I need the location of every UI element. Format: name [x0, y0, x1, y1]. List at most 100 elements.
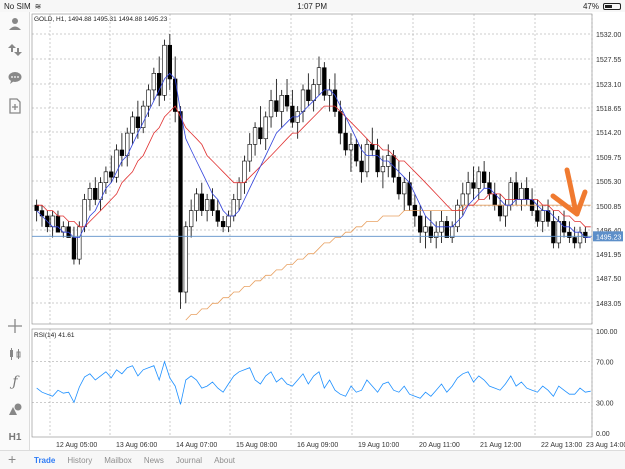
- clock-label: 1:07 PM: [297, 1, 328, 11]
- tab-about[interactable]: About: [214, 455, 235, 465]
- current-price-label: 1495.23: [596, 234, 621, 241]
- candle-bear: [109, 171, 114, 178]
- annotation-arrow-head-left: [550, 193, 580, 217]
- candle-bull: [263, 116, 268, 140]
- trade-arrows-icon[interactable]: [5, 40, 25, 60]
- candle-bear: [167, 44, 173, 80]
- rsi-tick-label: 30.00: [596, 400, 614, 407]
- candle-bull: [364, 144, 370, 173]
- candle-bull: [103, 171, 109, 183]
- candle-bull: [503, 204, 508, 217]
- chart-area[interactable]: 1532.00 1527.55 1523.10 1518.65 1514.20 1509.…: [30, 12, 625, 450]
- crosshair-icon[interactable]: [5, 316, 25, 336]
- candle-bear: [481, 171, 487, 183]
- candle-bull: [242, 160, 247, 183]
- candle-bull: [402, 182, 407, 195]
- time-axis-label: 19 Aug 10:00: [358, 442, 399, 449]
- timeframe-button[interactable]: H1: [5, 427, 25, 447]
- candle-bear: [428, 226, 434, 238]
- candle-bear: [375, 149, 380, 173]
- tab-history[interactable]: History: [67, 455, 93, 465]
- candle-bear: [135, 116, 141, 128]
- candle-bear: [338, 111, 343, 134]
- candle-bull: [252, 127, 258, 145]
- tab-news[interactable]: News: [143, 455, 164, 465]
- candle-bear: [370, 144, 375, 151]
- ma-fast-line: [36, 72, 591, 238]
- candle-bear: [210, 199, 215, 211]
- candle-bull: [316, 67, 322, 85]
- candle-bear: [215, 210, 220, 222]
- candle-bull: [77, 226, 82, 260]
- candle-bull: [455, 204, 460, 228]
- time-axis-label: 14 Aug 07:00: [176, 442, 217, 449]
- indicators-icon[interactable]: ƒ: [12, 374, 18, 390]
- chart-header: GOLD, H1, 1494.88 1495.31 1494.88 1495.2…: [34, 16, 168, 23]
- candle-bull: [236, 182, 242, 200]
- candle-bear: [535, 210, 540, 222]
- candle-bull: [268, 100, 274, 118]
- candle-bear: [497, 204, 503, 217]
- rsi-tick-label: 100.00: [596, 329, 618, 336]
- candle-bear: [199, 193, 204, 211]
- battery-percent: 47%: [582, 1, 599, 11]
- chart-type-icon[interactable]: [5, 344, 25, 364]
- candle-bear: [332, 89, 338, 112]
- candle-bull: [188, 210, 194, 228]
- chat-icon[interactable]: [5, 68, 25, 88]
- candle-bear: [34, 204, 39, 211]
- rsi-header: RSI(14) 41.61: [34, 332, 75, 339]
- candle-bull: [460, 193, 465, 206]
- candle-bull: [434, 231, 439, 238]
- objects-icon[interactable]: [5, 399, 25, 419]
- candle-bull: [130, 116, 135, 134]
- candle-bear: [220, 221, 226, 228]
- candle-bear: [71, 237, 77, 260]
- status-left: No SIM ≋: [4, 2, 41, 11]
- candle-bull: [508, 182, 513, 206]
- candle-bull: [162, 44, 167, 96]
- candle-bull: [114, 149, 119, 178]
- account-icon[interactable]: [5, 14, 25, 34]
- candle-bull: [146, 89, 151, 107]
- candle-bull: [204, 199, 210, 211]
- tab-trade[interactable]: Trade: [34, 455, 56, 465]
- candle-bull: [247, 144, 252, 162]
- price-tick-label: 1523.10: [596, 82, 621, 89]
- candle-bear: [93, 188, 98, 200]
- candle-bull: [476, 171, 481, 189]
- tab-journal[interactable]: Journal: [175, 455, 203, 465]
- time-axis-label: 16 Aug 09:00: [297, 442, 338, 449]
- candle-bull: [465, 182, 471, 195]
- annotation-arrow-shaft: [564, 167, 578, 211]
- chart-svg[interactable]: 1532.00 1527.55 1523.10 1518.65 1514.20 1509.…: [30, 12, 625, 450]
- price-tick-label: 1483.05: [596, 301, 621, 308]
- carrier-label: No SIM: [4, 1, 31, 11]
- candle-bear: [274, 100, 279, 112]
- wifi-icon: ≋: [34, 1, 42, 11]
- time-axis-label: 22 Aug 13:00: [541, 442, 582, 449]
- candle-bear: [471, 182, 476, 189]
- rsi-line: [36, 360, 591, 405]
- price-tick-label: 1518.65: [596, 106, 621, 113]
- battery-fill: [605, 4, 612, 8]
- plus-icon[interactable]: +: [8, 451, 17, 467]
- candle-bear: [290, 105, 295, 123]
- time-axis-label: 20 Aug 11:00: [419, 442, 460, 449]
- price-tick-label: 1491.95: [596, 252, 621, 259]
- tab-mailbox[interactable]: Mailbox: [104, 455, 132, 465]
- annotation-arrow-head-right: [574, 189, 588, 217]
- candle-bear: [306, 89, 311, 102]
- price-tick-label: 1514.20: [596, 130, 621, 137]
- price-tick-label: 1532.00: [596, 32, 621, 39]
- new-order-icon[interactable]: [5, 96, 25, 116]
- candle-bull: [231, 199, 236, 217]
- ma-slow-line: [185, 204, 591, 321]
- candle-bear: [359, 160, 364, 173]
- candle-bear: [258, 127, 263, 140]
- candles-group: [34, 34, 588, 309]
- battery-icon: [603, 2, 621, 10]
- candle-bull: [311, 84, 316, 102]
- candle-bear: [513, 182, 519, 200]
